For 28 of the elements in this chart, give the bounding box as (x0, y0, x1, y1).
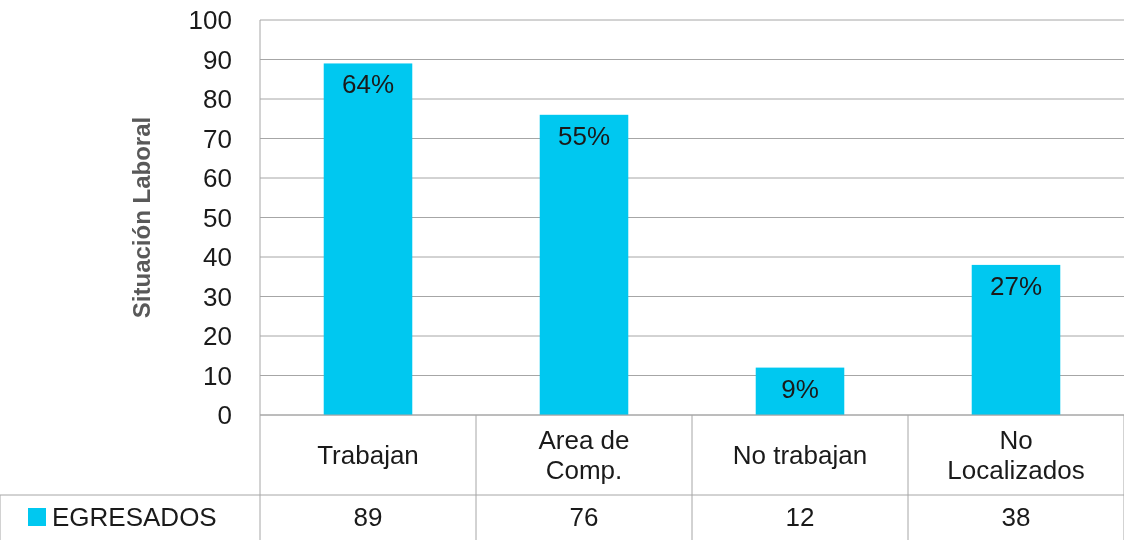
y-tick-label: 90 (203, 44, 232, 75)
data-label: 89 (353, 502, 383, 533)
x-tick-label: No Localizados (947, 425, 1085, 486)
y-tick-label: 20 (203, 321, 232, 352)
y-tick-label: 30 (203, 281, 232, 312)
bar (539, 114, 629, 415)
y-tick-label: 50 (203, 202, 232, 233)
data-label: 76 (569, 502, 599, 533)
y-tick-label: 80 (203, 84, 232, 115)
y-tick-label: 10 (203, 360, 232, 391)
x-tick-label: Trabajan (317, 440, 419, 471)
data-label: 12 (785, 502, 815, 533)
y-axis-title: Situación Laboral (128, 116, 155, 319)
y-tick-label: 70 (203, 123, 232, 154)
y-tick-label: 60 (203, 163, 232, 194)
annotation: 27% (989, 270, 1043, 301)
x-tick-label: No trabajan (732, 440, 868, 471)
bar (971, 264, 1061, 415)
y-tick-label: 100 (188, 5, 232, 36)
y-tick-label: 40 (203, 242, 232, 273)
annotation: 9% (781, 373, 819, 404)
y-tick-label: 0 (217, 400, 232, 431)
x-tick-label: Area de Comp. (538, 425, 630, 486)
annotation: 64% (341, 69, 395, 100)
legend-label: EGRESADOS (52, 502, 217, 533)
bar (323, 63, 413, 415)
data-label: 38 (1001, 502, 1031, 533)
annotation: 55% (557, 120, 611, 151)
